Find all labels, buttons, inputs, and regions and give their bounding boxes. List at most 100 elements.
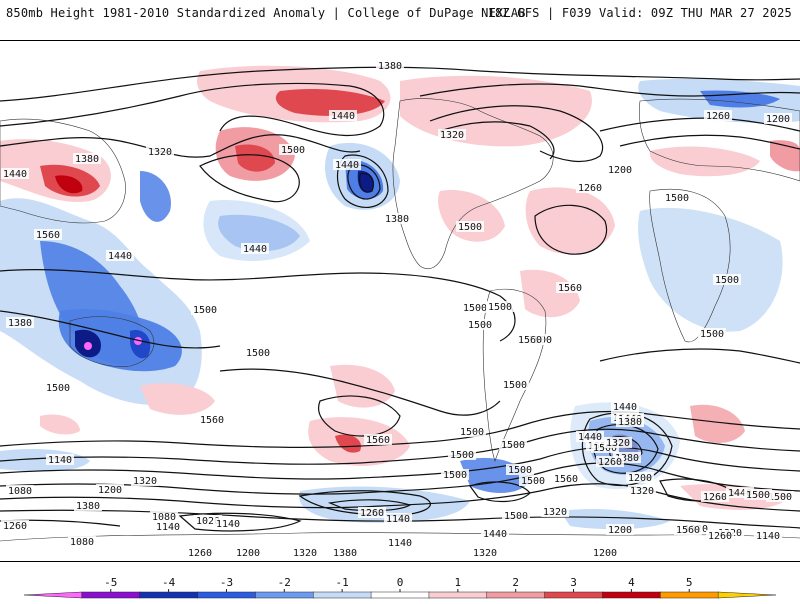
contour-1500-nw-pacific [199,154,300,203]
contour-label-bg [6,317,34,328]
contour-label: 1500 [503,380,527,391]
contour-label: 1140 [156,522,180,533]
contour-label: 1200 [236,548,260,559]
contour-label-bg [613,452,641,463]
contour-label: 1500 [281,145,305,156]
contour-label: 1440 [331,111,355,122]
contour-1500-n1 [0,134,361,158]
contour-label: 1380 [8,318,32,329]
contour-label-bg [150,511,178,522]
pos-anomaly-s-indian [690,404,745,443]
contour-label: 1080 [152,512,176,523]
contour-1500-west-pacific [0,310,221,349]
contour-label: 1140 [48,455,72,466]
contour-label: 1500 [193,305,217,316]
contour-label-bg [456,221,484,232]
neg-anomaly-antarctic-e [560,509,670,530]
contour-label: 1200 [628,473,652,484]
contour-1560-atlantic [534,204,608,255]
colorbar-tick-label: 5 [686,576,693,589]
contour-label: 1500 [468,320,492,331]
contour-label: 1440 [108,251,132,262]
pos-anomaly-aleutian-core [235,144,275,172]
neg-anomaly-center-west [84,342,92,350]
contour-label-bg [46,454,74,465]
contour-label: 1500 [715,275,739,286]
contour-label: 1500 [665,193,689,204]
contour-label-bg [458,426,486,437]
contour-label: 1320 [543,507,567,518]
contour-label: 1440 [613,402,637,413]
pos-anomaly-south-1 [140,383,215,415]
contour-label: 1140 [388,538,412,549]
contour-label: 1320 [148,147,172,158]
contour-label: 1500 [450,450,474,461]
contour-label: 1560 [558,283,582,294]
contour-label-bg [616,416,644,427]
contour-1080-antarctic [298,490,431,516]
contour-1380-south [0,428,800,465]
contour-label: 1380 [333,548,357,559]
contour-1500-ne-pacific-ring-1 [336,154,389,208]
contour-label: 1500 [460,427,484,438]
contour-label-bg [541,506,569,517]
contour-label: 1260 [708,531,732,542]
contour-label-bg [706,530,734,541]
pos-anomaly-bering-core [275,89,385,116]
contour-1380-arctic [429,105,604,162]
contour-label-bg [606,524,634,535]
map-title: 850mb Height 1981-2010 Standardized Anom… [6,6,526,20]
map-canvas: 1380144015001320126013801440150012001500… [0,41,800,561]
contour-1200-south [0,483,800,512]
contour-label-bg [591,547,619,558]
contour-label-bg [501,379,529,390]
neg-anomaly-center-east [134,337,142,345]
contour-label-bg [764,113,792,124]
contour-label-bg [1,520,29,531]
contour-label-bg [441,469,469,480]
contour-label-bg [461,302,489,313]
colorbar-segment [660,591,719,599]
contour-label: 1320 [440,130,464,141]
colorbar-segment [23,591,83,599]
pos-anomaly-s-pacific-core [335,434,361,453]
contour-label: 1200 [608,165,632,176]
contour-1500-ne-pacific-ring-3 [359,172,374,193]
contour-label: 1500 [443,470,467,481]
contour-1140-south [0,509,800,529]
pos-anomaly-n-atlantic [525,187,615,255]
contour-label-bg [214,518,242,529]
colorbar-segment [81,591,141,599]
contour-label: 1200 [593,548,617,559]
contour-label: 1440 [728,488,752,499]
contour-label: 1500 [700,329,724,340]
contour-label-bg [481,528,509,539]
contour-label-bg [234,547,262,558]
contour-label-bg [6,485,34,496]
height-contours [0,66,800,532]
contour-label-bg [626,472,654,483]
colorbar-tick-label: 1 [455,576,462,589]
contour-label: 1200 [98,485,122,496]
contour-label: 1440 [335,160,359,171]
colorbar-tick-label: -4 [162,576,176,589]
contour-label-bg [1,168,29,179]
coast-south-america [482,288,547,462]
colorbar-segment [312,591,372,599]
contour-label: 1440 [243,244,267,255]
contour-1500-ne-pacific-ring-2 [347,164,381,200]
contour-label: 1260 [703,492,727,503]
contour-label-bg [364,434,392,445]
contour-label-bg [329,110,357,121]
contour-label: 1500 [463,303,487,314]
contour-label-bg [766,491,794,502]
contour-label: 1260 [3,521,27,532]
contour-label-bg [704,110,732,121]
contour-label: 1260 [360,508,384,519]
colorbar-segment [370,591,430,599]
contour-label: 1500 [746,490,770,501]
contour-label: 1320 [606,438,630,449]
contour-label: 1200 [608,525,632,536]
contour-label: 1440 [483,529,507,540]
contour-1560-south-pacific [317,395,401,437]
